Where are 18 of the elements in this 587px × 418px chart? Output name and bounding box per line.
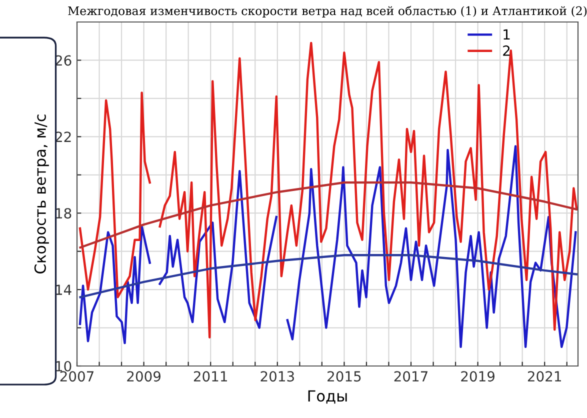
- legend-label: 2: [503, 45, 510, 56]
- line-series: [79, 254, 578, 298]
- x-axis-title: Годы: [308, 390, 347, 404]
- y-tick-label: 10: [56, 360, 72, 372]
- x-tick-label: 2011: [194, 371, 227, 382]
- x-tick-label: 2019: [461, 371, 494, 382]
- x-tick-label: 2013: [260, 371, 294, 382]
- y-tick-label: 14: [56, 284, 72, 295]
- x-tick-label: 2017: [394, 371, 428, 382]
- x-tick-label: 2021: [528, 371, 561, 382]
- y-tick-label: 18: [56, 208, 72, 219]
- chart-title: Межгодовая изменчивость скорости ветра над всей областью (1) и Атлантикой (2): [68, 6, 587, 18]
- x-tick-label: 2015: [328, 371, 361, 382]
- line-series: [79, 181, 578, 249]
- legend-label: 1: [504, 29, 510, 40]
- y-axis-title: Скорость ветра, м/с: [34, 114, 49, 274]
- x-tick-label: 2009: [127, 371, 160, 382]
- x-tick-label: 2007: [60, 371, 94, 382]
